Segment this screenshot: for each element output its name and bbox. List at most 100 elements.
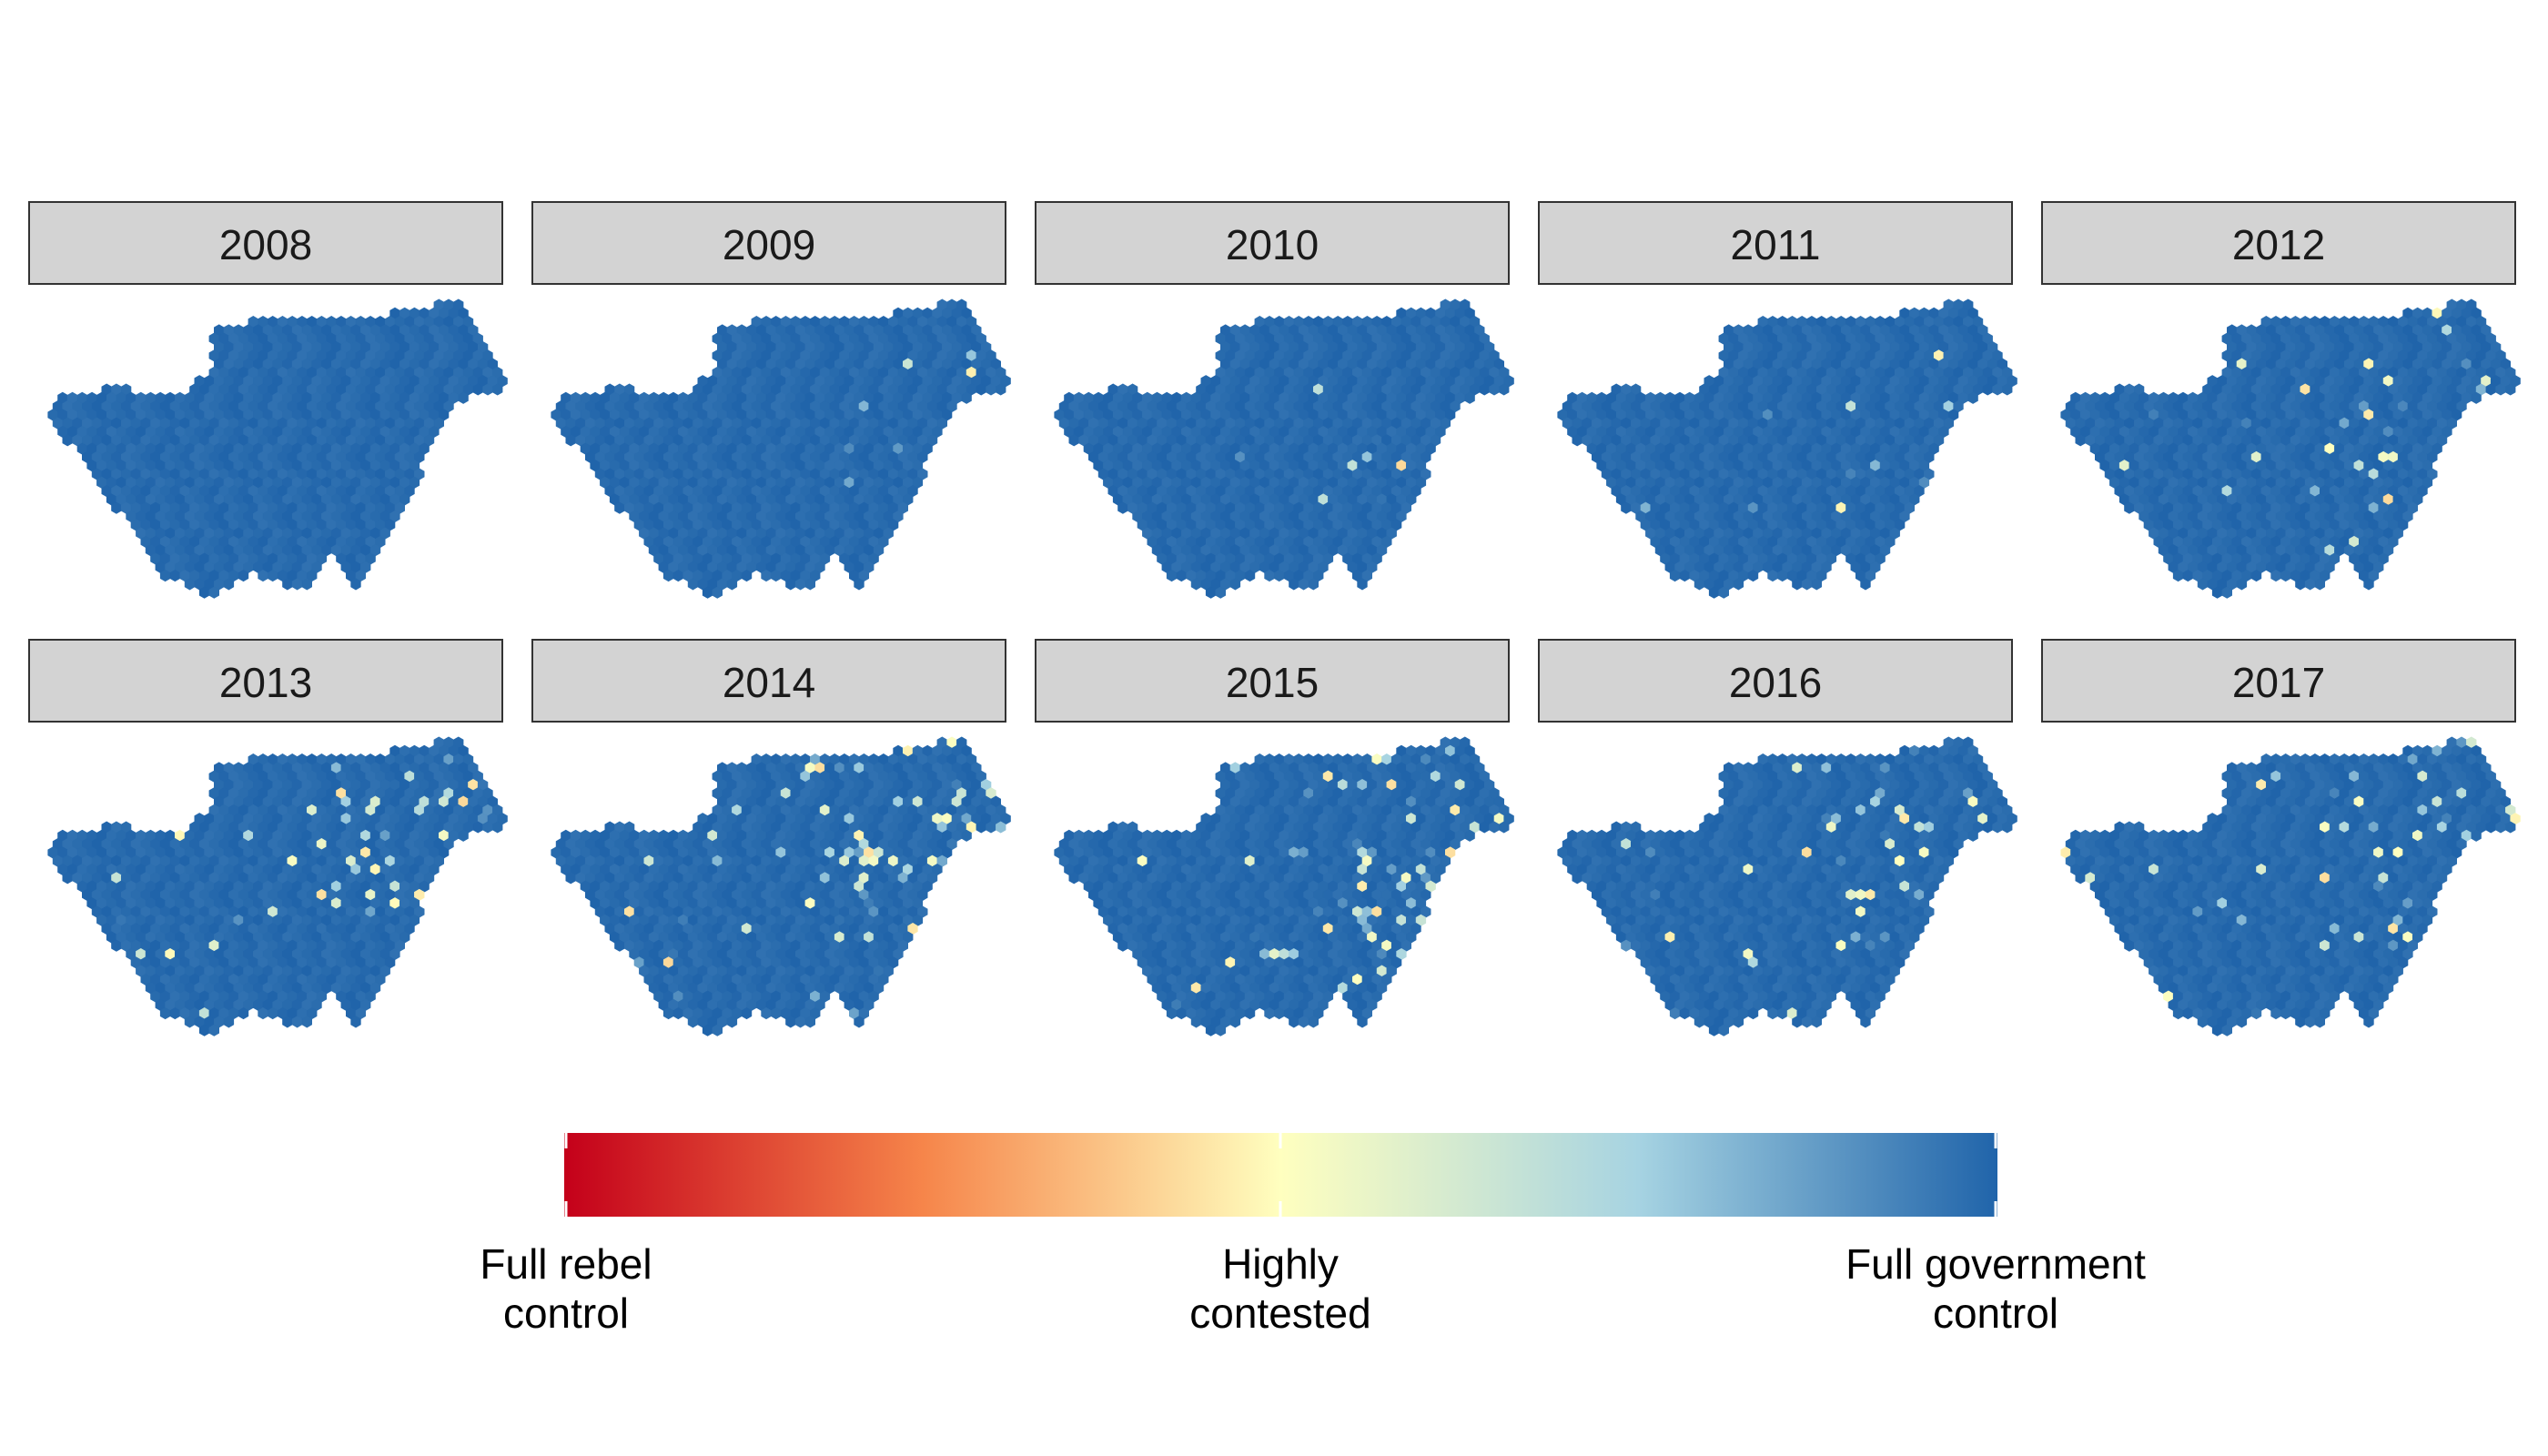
hex-cell [472, 383, 483, 396]
facet-label: 2009 [723, 221, 815, 268]
facet-label: 2011 [1731, 221, 1821, 268]
hex-cell [2471, 391, 2482, 404]
hex-cell [1967, 391, 1978, 404]
hex-cell [1117, 501, 1128, 514]
hex-cell [62, 434, 73, 447]
hex-cell [1694, 578, 1705, 591]
hex-cell [2505, 383, 2516, 396]
hex-cell [1205, 586, 1217, 599]
facet-panel-2008: 2008 [28, 201, 508, 599]
facet-strip [28, 201, 503, 285]
hex-cell [2172, 570, 2184, 582]
hex-cell [1244, 570, 1256, 582]
hex-cell [1308, 578, 1320, 591]
hex-cell [804, 578, 816, 591]
facet-panel-2013: 2013 [28, 639, 508, 1036]
hex-cell [223, 578, 235, 591]
hex-cell [184, 578, 196, 591]
hex-cell [741, 570, 753, 582]
facet-label: 2010 [1226, 221, 1319, 268]
hex-cell [1274, 570, 1285, 582]
hex-cell [785, 578, 796, 591]
hex-cell [1264, 570, 1275, 582]
facet-panel-2012: 2012 [2041, 201, 2521, 599]
hex-cell [1499, 383, 1510, 396]
hex-cell [492, 383, 503, 396]
hex-cell [771, 570, 782, 582]
hex-cell [282, 578, 293, 591]
hex-cell [2182, 570, 2193, 582]
hex-cell [2250, 570, 2262, 582]
facet-panel-2010: 2010 [1035, 201, 1514, 599]
hex-cell [301, 578, 313, 591]
hex-cell [976, 383, 986, 396]
hex-cell [1718, 586, 1729, 599]
hex-cell [1068, 434, 1079, 447]
hex-cell [2002, 383, 2013, 396]
hex-cell [672, 570, 683, 582]
hex-cell [1733, 578, 1744, 591]
hex-cell [1992, 383, 2003, 396]
hex-cell [1229, 578, 1241, 591]
hex-cell [350, 578, 361, 591]
hex-cell [159, 570, 171, 582]
hex-cell [458, 391, 469, 404]
facet-label: 2013 [219, 659, 312, 706]
hex-cell [268, 570, 278, 582]
hex-cell [2295, 578, 2306, 591]
hex-cell [726, 578, 738, 591]
hex-cell [2211, 586, 2223, 599]
hex-cell [208, 586, 219, 599]
hex-cell [1777, 570, 1788, 582]
hex-cell [2280, 570, 2291, 582]
hex-cell [614, 501, 625, 514]
hex-cell [565, 434, 576, 447]
hex-cell [702, 586, 713, 599]
hex-cell [996, 383, 1006, 396]
facet-label: 2012 [2232, 221, 2325, 268]
hex-cell [482, 383, 493, 396]
hex-cell [2197, 578, 2209, 591]
hex-cell [198, 586, 210, 599]
hex-cell [986, 383, 996, 396]
hex-cell [2304, 578, 2316, 591]
hex-cell [1860, 578, 1871, 591]
hex-cell [1464, 391, 1475, 404]
facet-panel-2009: 2009 [531, 201, 1011, 599]
hex-cell [291, 578, 303, 591]
hex-cell [238, 570, 249, 582]
hex-cell [2314, 578, 2326, 591]
facet-panel-2011: 2011 [1538, 201, 2017, 599]
hex-cell [1215, 586, 1226, 599]
facet-label: 2008 [219, 221, 312, 268]
hex-cell [1621, 501, 1632, 514]
hex-cell [258, 570, 268, 582]
hex-cell [1767, 570, 1778, 582]
hex-cell [2363, 578, 2374, 591]
hex-cell [1489, 383, 1500, 396]
hex-cell [854, 578, 864, 591]
hex-cell [1289, 578, 1299, 591]
hex-cell [761, 570, 772, 582]
hex-cell [712, 586, 723, 599]
hex-cell [1669, 570, 1681, 582]
hex-cell [1572, 434, 1582, 447]
hex-cell [961, 391, 972, 404]
hex-cell [1801, 578, 1813, 591]
hex-cell [1166, 570, 1178, 582]
hex-cell [1190, 578, 1202, 591]
hex-cell [1479, 383, 1490, 396]
hex-cell [1982, 383, 1993, 396]
hex-cell [794, 578, 806, 591]
hex-cell [1811, 578, 1823, 591]
hex-cell [687, 578, 699, 591]
hex-cell [1679, 570, 1690, 582]
hex-cell [1792, 578, 1803, 591]
hex-cell [2221, 586, 2232, 599]
hex-cell [1298, 578, 1309, 591]
hex-cell [169, 570, 180, 582]
hex-cell [2124, 501, 2135, 514]
hex-cell [2270, 570, 2281, 582]
hex-cell [2075, 434, 2086, 447]
